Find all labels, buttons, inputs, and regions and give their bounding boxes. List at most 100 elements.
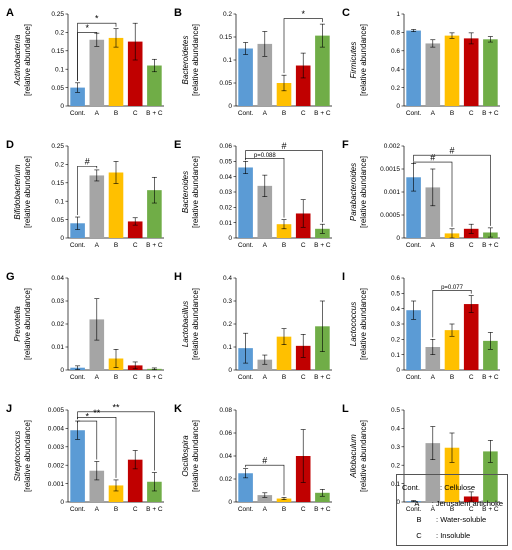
y-axis-unit: [relative abundance] [359,288,368,360]
y-tick-label: 0.04 [219,453,232,460]
x-tick-label: A [431,242,436,249]
panel-i: I Lactococcus [relative abundance] 0 0.1 0.2 0… [342,271,500,381]
x-tick-label: Cont. [70,242,86,249]
significance-bracket [77,165,98,216]
panel-letter: B [174,7,182,19]
bar [108,172,124,238]
y-tick-label: 0.1 [55,66,64,73]
legend-item: B : Water-soluble [402,511,503,527]
bar [444,330,460,370]
legend-sep: : [440,482,443,492]
y-axis-title: Actinobacteria [13,34,22,86]
panel-letter: A [6,7,14,19]
y-tick-label: 0.2 [55,30,64,37]
y-tick-label: 0 [60,103,64,110]
panel-f: F Parabacteroides [relative abundance] 0 0.0… [342,139,500,249]
legend-label: Cellulose [444,482,476,492]
x-tick-label: Cont. [238,374,254,381]
x-tick-label: Cont. [238,110,254,117]
y-tick-label: 0.03 [219,189,232,196]
y-tick-label: 0.3 [391,321,400,328]
y-tick-label: 0.05 [219,80,232,87]
x-tick-label: B [114,506,118,513]
y-tick-label: 0.2 [223,11,232,18]
y-tick-label: 0.2 [223,321,232,328]
y-tick-label: 0 [228,499,232,506]
x-tick-label: B [114,374,118,381]
y-axis-unit: [relative abundance] [191,156,200,228]
y-tick-label: 1 [396,11,400,18]
y-tick-label: 0.2 [391,462,400,469]
x-tick-label: C [301,110,306,117]
y-tick-label: 0 [228,235,232,242]
significance-label: # [262,456,267,466]
y-axis-unit: [relative abundance] [359,156,368,228]
x-tick-label: A [431,110,436,117]
significance-label: # [430,153,435,163]
x-tick-label: B + C [314,374,331,381]
y-tick-label: 0.002 [384,143,401,150]
y-tick-label: 0.15 [51,48,64,55]
bar [257,185,273,238]
y-tick-label: 0.0015 [380,166,400,173]
bar [276,336,292,370]
significance-label: * [85,412,89,422]
panel-letter: E [174,139,181,151]
panel-letter: C [342,7,350,19]
y-tick-label: 0 [228,103,232,110]
y-tick-label: 0.005 [48,407,65,414]
legend-sep: : [436,514,439,524]
bar [276,498,292,502]
bar [108,37,124,106]
y-tick-label: 0.02 [219,476,232,483]
bar [147,481,162,502]
x-tick-label: B [282,110,286,117]
x-tick-label: A [263,506,268,513]
y-axis-unit: [relative abundance] [191,24,200,96]
significance-label: # [449,146,454,156]
x-tick-label: C [301,242,306,249]
bar [295,65,311,106]
x-tick-label: B + C [482,506,499,513]
bar [70,223,85,238]
significance-bracket [77,22,117,81]
x-tick-label: B + C [146,374,163,381]
y-tick-label: 0 [60,499,64,506]
bar [406,310,421,370]
y-tick-label: 0.15 [219,34,232,41]
bar [276,83,292,106]
x-tick-label: A [95,374,100,381]
y-axis-unit: [relative abundance] [23,288,32,360]
bar [483,340,498,370]
bar [147,65,162,106]
legend-sep: : [436,530,439,540]
x-tick-label: B [450,374,454,381]
x-tick-label: Cont. [70,506,86,513]
bar [295,345,311,370]
bar [70,87,85,106]
y-tick-label: 0.25 [51,11,64,18]
y-tick-label: 0.08 [219,407,232,414]
bar [89,175,105,238]
x-tick-label: C [133,242,138,249]
y-tick-label: 0.3 [223,298,232,305]
significance-bracket [432,289,472,338]
y-tick-label: 0.01 [51,344,64,351]
x-tick-label: B + C [482,110,499,117]
y-tick-label: 0.2 [391,337,400,344]
y-tick-label: 0.0005 [380,212,400,219]
bar [70,430,85,502]
legend-key: B [416,514,422,524]
panel-h: H Lactobacillus [relative abundance] 0 0.1 0.… [174,271,332,381]
y-axis-title: Allobaculum [349,434,358,479]
bar [127,459,143,502]
y-tick-label: 0.6 [391,275,400,282]
bar [108,485,124,502]
y-tick-label: 0.1 [391,481,400,488]
y-tick-label: 0.5 [391,291,400,298]
y-axis-title: Parabacteroides [349,163,358,221]
bar [89,470,105,502]
y-tick-label: 0.8 [391,30,400,37]
y-axis-title: Lactobacillus [181,301,190,347]
